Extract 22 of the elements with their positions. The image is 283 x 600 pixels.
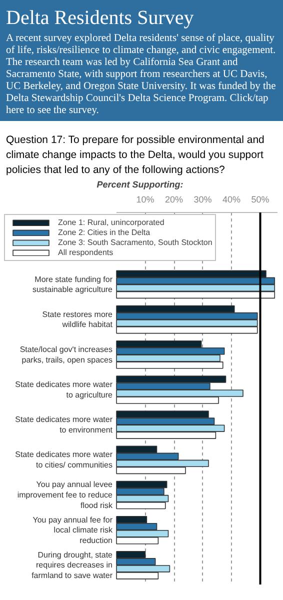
x-axis-title: Percent Supporting: [96,180,184,190]
chart-subtitle: A recent survey explored Delta residents' sense of place, quality of life, risks/resilience to climate change, and civic engagement. The research team was led by California Sea Grant and Sacramento State, with support from researchers at UC Davis, UC Berkeley, and Oregon State University. It was funded by the Delta Stewardship Council's Delta Science Program. Click/tap here to see the survey. [6,32,277,117]
x-tick-label: 20% [164,194,184,204]
y-tick-label: During drought, state requires decreases in farmland to save water [32,550,114,580]
y-tick-label: You pay annual fee for local climate risk reduction [32,515,114,545]
x-tick-label: 40% [222,194,241,204]
y-tick-label: State dedicates more water to environment [15,415,114,434]
y-tick-label: State dedicates more water to cities/ communities [15,450,113,470]
x-tick-label: 50% [251,194,270,204]
y-tick-label: You pay annual levee improvement fee to reduce flood risk [17,480,114,510]
legend-label: Zone 2: Cities in the Delta [58,228,150,237]
y-tick-label: State restores more wildlife habitat [42,310,114,330]
legend-label: Zone 3: South Sacramento, South Stockton [58,238,212,247]
legend-label: Zone 1: Rural, unincorporated [58,218,164,227]
legend-label: All respondents [58,248,114,257]
y-tick-label: More state funding for sustainable agriculture [32,274,114,294]
x-tick-label: 10% [136,194,154,204]
y-tick-label: State/local gov't increases parks, trails, open spaces [20,344,113,364]
x-tick-label: 30% [194,194,212,204]
y-tick-label: State dedicates more water to agriculture [15,380,114,400]
chart-title: Delta Residents Survey [6,6,195,31]
text: Question 17: To prepare for possible environmental and climate change impacts to the Delta, would you support policies that led to any of the following actions? [5,133,266,178]
